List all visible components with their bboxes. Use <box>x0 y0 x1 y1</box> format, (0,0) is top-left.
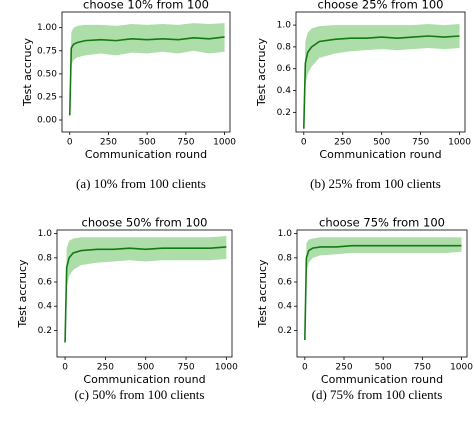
chart-title: choose 25% from 100 <box>318 0 444 12</box>
band <box>304 237 462 343</box>
y-axis-label: Test accrucy <box>256 259 269 329</box>
chart-title: choose 75% from 100 <box>319 216 445 230</box>
caption: (a) 10% from 100 clients <box>76 176 206 191</box>
x-tick-label: 250 <box>334 138 351 148</box>
x-tick-label: 750 <box>412 138 429 148</box>
y-tick-label: 0.4 <box>277 86 292 96</box>
y-tick-label: 0.4 <box>278 302 293 312</box>
y-tick-label: 0.2 <box>277 108 291 118</box>
line <box>302 35 460 129</box>
x-tick-label: 1000 <box>213 138 236 148</box>
axes-frame <box>61 11 231 133</box>
x-tick-label: 750 <box>177 138 194 148</box>
y-tick-label: 0.6 <box>277 64 292 74</box>
x-tick-label: 0 <box>62 363 68 373</box>
caption: (c) 50% from 100 clients <box>75 387 205 402</box>
y-tick-label: 0.8 <box>278 253 293 263</box>
band <box>69 23 225 121</box>
y-axis-label: Test accrucy <box>16 259 29 329</box>
y-axis-label: Test accrucy <box>255 37 268 107</box>
y-tick-label: 0.6 <box>38 278 53 288</box>
x-tick-label: 250 <box>97 363 114 373</box>
caption: (d) 75% from 100 clients <box>312 387 443 402</box>
x-tick-label: 0 <box>67 138 73 148</box>
x-axis-label: Communication round <box>85 148 207 161</box>
x-tick-label: 0 <box>302 363 308 373</box>
y-tick-label: 0.50 <box>37 69 57 79</box>
line <box>304 244 462 341</box>
axes-frame <box>56 229 233 358</box>
y-tick-label: 0.25 <box>37 92 57 102</box>
chart-title: choose 50% from 100 <box>82 216 208 230</box>
x-tick-label: 250 <box>100 138 117 148</box>
x-tick-label: 500 <box>373 138 390 148</box>
y-axis-label: Test accrucy <box>21 37 34 107</box>
x-axis-label: Communication round <box>319 148 441 161</box>
y-tick-label: 1.00 <box>37 23 57 33</box>
band <box>303 24 460 132</box>
x-tick-label: 1000 <box>448 138 471 148</box>
caption: (b) 25% from 100 clients <box>310 176 441 191</box>
x-axis-label: Communication round <box>321 373 443 386</box>
y-tick-label: 0.00 <box>37 116 57 126</box>
x-tick-label: 1000 <box>215 363 238 373</box>
x-tick-label: 250 <box>335 363 352 373</box>
line <box>68 36 225 116</box>
x-tick-label: 500 <box>139 138 156 148</box>
x-tick-label: 500 <box>375 363 392 373</box>
axes-frame <box>295 11 466 133</box>
y-tick-label: 0.6 <box>278 278 293 288</box>
y-tick-label: 0.2 <box>38 326 52 336</box>
axes-frame <box>296 229 468 358</box>
x-tick-label: 750 <box>177 363 194 373</box>
y-tick-label: 0.4 <box>38 302 53 312</box>
band <box>65 236 227 345</box>
y-tick-label: 1.0 <box>278 229 293 239</box>
y-tick-label: 0.75 <box>37 46 57 56</box>
x-tick-label: 1000 <box>450 363 473 373</box>
y-tick-label: 1.0 <box>38 229 53 239</box>
y-tick-label: 0.8 <box>277 42 292 52</box>
y-tick-label: 1.0 <box>277 21 292 31</box>
x-tick-label: 0 <box>301 138 307 148</box>
x-axis-label: Communication round <box>83 373 205 386</box>
y-tick-label: 0.8 <box>38 253 53 263</box>
x-tick-label: 750 <box>414 363 431 373</box>
y-tick-label: 0.2 <box>278 326 292 336</box>
chart-title: choose 10% from 100 <box>83 0 209 12</box>
line <box>64 246 227 343</box>
x-tick-label: 500 <box>137 363 154 373</box>
